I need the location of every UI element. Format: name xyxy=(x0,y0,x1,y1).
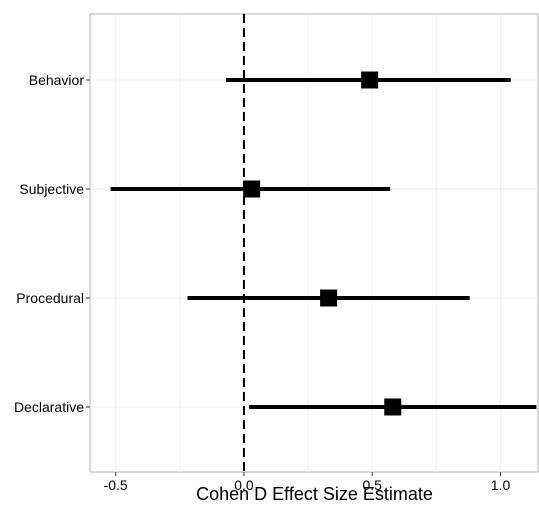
y-tick-label: Behavior xyxy=(29,72,85,88)
x-axis: -0.5 0.0 0.5 1.0 xyxy=(104,472,511,493)
plot-panel xyxy=(89,13,539,473)
x-tick-label: 0.0 xyxy=(234,477,254,493)
estimate-markers xyxy=(243,71,402,416)
x-tick-label: -0.5 xyxy=(104,477,128,493)
y-tick-label: Declarative xyxy=(14,399,84,415)
point-estimate-procedural xyxy=(320,289,338,307)
y-axis: Behavior Subjective Procedural Declarative xyxy=(14,72,90,415)
x-axis-title: Cohen D Effect Size Estimate xyxy=(196,484,433,504)
y-tick-label: Subjective xyxy=(19,181,84,197)
x-tick-label: 1.0 xyxy=(491,477,511,493)
point-estimate-behavior xyxy=(361,71,379,89)
point-estimate-declarative xyxy=(384,398,402,416)
point-estimate-subjective xyxy=(243,180,261,198)
x-tick-label: 0.5 xyxy=(362,477,382,493)
y-tick-label: Procedural xyxy=(16,290,84,306)
